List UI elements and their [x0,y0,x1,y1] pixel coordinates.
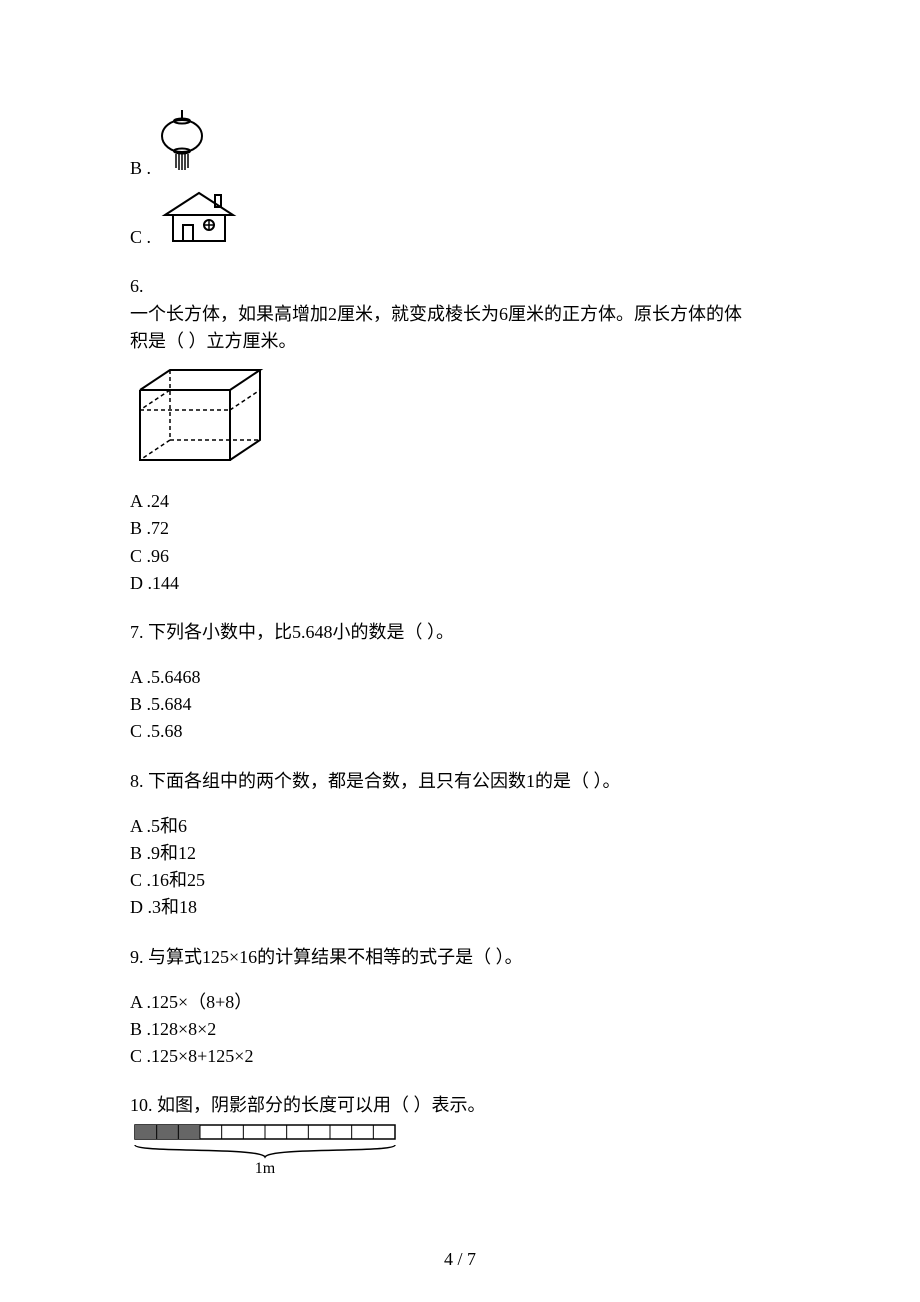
q9-option-b: B .128×8×2 [130,1017,800,1042]
q7-option-b: B .5.684 [130,692,800,717]
q6-option-d: D .144 [130,571,800,596]
q8-option-b: B .9和12 [130,841,800,866]
q9-option-a: A .125×（8+8） [130,990,800,1015]
house-icon [157,187,241,250]
q10-text: 10. 如图，阴影部分的长度可以用（ ）表示。 [130,1093,800,1118]
q8-option-c: C .16和25 [130,868,800,893]
question-7: 7. 下列各小数中，比5.648小的数是（ ）。 A .5.6468 B .5.… [130,620,800,745]
q7-option-c: C .5.68 [130,719,800,744]
question-6: 6. 一个长方体，如果高增加2厘米，就变成棱长为6厘米的正方体。原长方体的体 积… [130,274,800,596]
option-b-label: B . [130,156,151,181]
q9-text: 9. 与算式125×16的计算结果不相等的式子是（ ）。 [130,945,800,970]
q8-option-a: A .5和6 [130,814,800,839]
ruler-icon: 1m [130,1123,800,1182]
page: B . C . [0,0,920,1302]
question-9: 9. 与算式125×16的计算结果不相等的式子是（ ）。 A .125×（8+8… [130,945,800,1070]
q8-text: 8. 下面各组中的两个数，都是合数，且只有公因数1的是（ ）。 [130,769,800,794]
option-b-row: B . [130,110,800,181]
option-c-row: C . [130,187,800,250]
q7-option-a: A .5.6468 [130,665,800,690]
question-8: 8. 下面各组中的两个数，都是合数，且只有公因数1的是（ ）。 A .5和6 B… [130,769,800,921]
q6-text-line1: 一个长方体，如果高增加2厘米，就变成棱长为6厘米的正方体。原长方体的体 [130,302,800,327]
lantern-icon [157,110,207,181]
cuboid-icon [130,360,800,477]
question-10: 10. 如图，阴影部分的长度可以用（ ）表示。 [130,1093,800,1181]
q8-option-d: D .3和18 [130,895,800,920]
q6-num: 6. [130,274,800,299]
q7-text: 7. 下列各小数中，比5.648小的数是（ ）。 [130,620,800,645]
q6-option-a: A .24 [130,489,800,514]
q9-option-c: C .125×8+125×2 [130,1044,800,1069]
ruler-unit-label: 1m [255,1160,276,1175]
q6-option-c: C .96 [130,544,800,569]
option-c-label: C . [130,225,151,250]
page-number: 4 / 7 [0,1247,920,1272]
q6-text-line2: 积是（ ）立方厘米。 [130,329,800,354]
q6-option-b: B .72 [130,516,800,541]
